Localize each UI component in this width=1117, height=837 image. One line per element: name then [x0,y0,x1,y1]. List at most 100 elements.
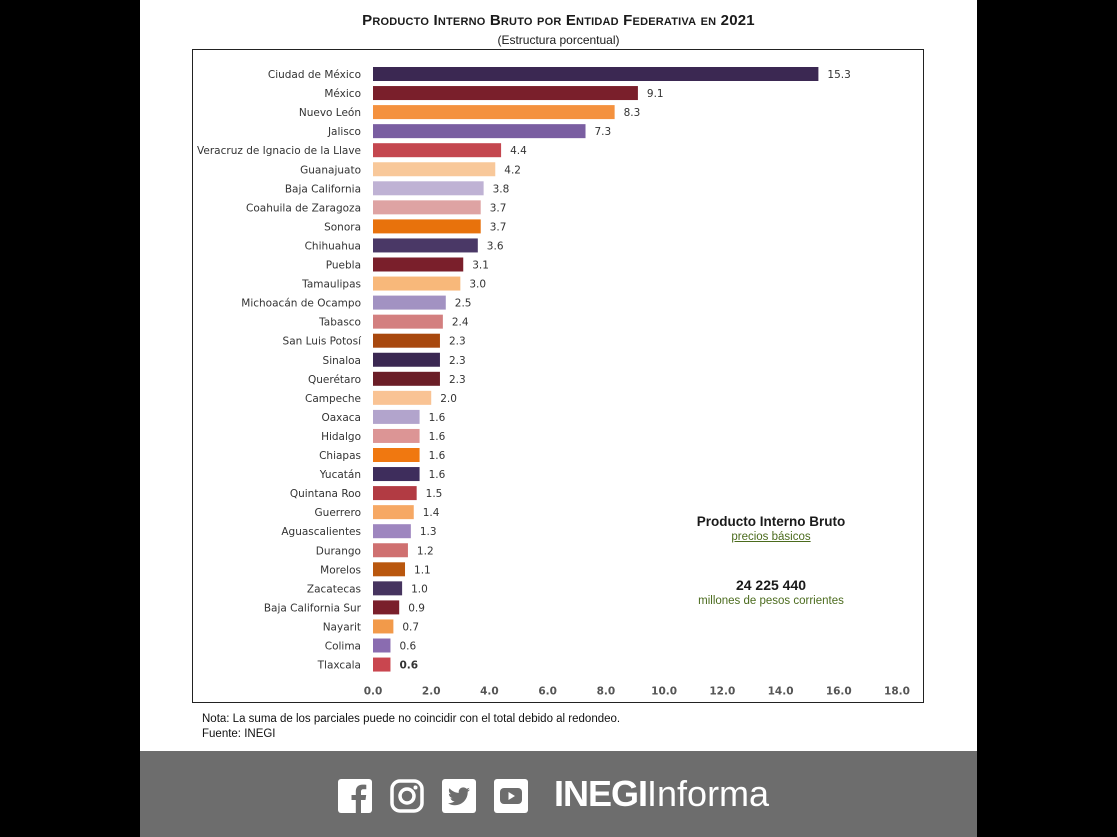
category-label: Sinaloa [323,355,361,367]
data-label: 2.3 [449,336,466,348]
category-label: Hidalgo [321,431,361,443]
data-label: 1.6 [429,412,446,424]
category-label: Yucatán [319,469,361,481]
category-label: México [324,88,361,100]
data-label: 15.3 [827,69,850,81]
bar-group: Hidalgo 1.6 [321,428,446,443]
data-label: 1.0 [411,583,428,595]
bar-group: Guerrero 1.4 [315,505,440,520]
bar-group: Jalisco 7.3 [327,124,611,139]
instagram-icon[interactable] [390,779,424,813]
bar [373,600,400,615]
bar-group: Coahuila de Zaragoza 3.7 [246,200,507,215]
chart-subtitle: (Estructura porcentual) [497,33,620,47]
bar-group: Guanajuato 4.2 [300,162,521,177]
data-label: 3.7 [490,202,507,214]
bar-group: Tlaxcala 0.6 [317,657,418,672]
data-label: 2.3 [449,374,466,386]
bar [373,486,417,501]
data-label: 3.7 [490,221,507,233]
brand-inegi: INEGI [554,773,648,814]
chart-frame: Ciudad de México 15.3 México 9.1 Nuevo León 8… [192,49,924,703]
category-label: Jalisco [327,126,361,138]
x-tick-label: 2.0 [422,686,441,698]
category-label: Tlaxcala [317,660,361,672]
data-label: 1.2 [417,545,434,557]
data-label: 1.5 [426,488,443,500]
bar-group: Tabasco 2.4 [318,314,469,329]
bar [373,543,408,558]
bar [373,238,478,253]
category-label: Guerrero [315,507,361,519]
data-label: 3.6 [487,240,504,252]
x-tick-label: 14.0 [768,686,794,698]
bar-group: Morelos 1.1 [320,562,431,577]
bar-group: Quintana Roo 1.5 [290,486,443,501]
bar-group: Aguascalientes 1.3 [281,524,437,539]
bar [373,448,420,462]
youtube-icon[interactable] [494,779,528,813]
category-label: Nuevo León [299,107,361,119]
pib-summary-title: Producto Interno Bruto [696,514,846,529]
twitter-icon[interactable] [442,779,476,813]
data-label: 0.9 [408,602,425,614]
bar [373,219,481,234]
category-label: Tabasco [318,317,361,329]
category-label: Querétaro [308,374,361,386]
bar-group: Zacatecas 1.0 [307,581,428,596]
bar [373,200,481,215]
category-label: Quintana Roo [290,488,361,500]
category-label: San Luis Potosí [283,336,363,348]
bar-group: Yucatán 1.6 [319,467,446,482]
chart-title: Producto Interno Bruto por Entidad Feder… [362,12,755,29]
bar-group: Nayarit 0.7 [323,619,419,634]
pib-summary: Producto Interno Bruto precios básicos 2… [646,514,896,607]
category-label: Chihuahua [305,240,361,252]
bar-group: Campeche 2.0 [305,390,457,405]
bar-group: Veracruz de Ignacio de la Llave 4.4 [197,143,527,158]
x-tick-label: 16.0 [826,686,852,698]
footnote: Nota: La suma de los parciales puede no … [202,712,620,742]
bar [373,105,615,120]
footer-bar: INEGIInforma [140,751,977,837]
data-label: 1.3 [420,526,437,538]
bar [373,562,406,577]
category-label: Zacatecas [307,583,361,595]
category-label: Tamaulipas [301,279,361,291]
category-label: Campeche [305,393,361,405]
bar [373,428,420,443]
data-label: 2.5 [455,298,472,310]
brand-informa: Informa [647,773,770,814]
bar [373,86,638,101]
bar [373,67,819,81]
bar [373,524,411,539]
facebook-icon[interactable] [338,779,372,813]
data-label: 1.1 [414,564,431,576]
x-tick-label: 10.0 [651,686,677,698]
bar [373,505,414,520]
bar-group: Oaxaca 1.6 [321,409,446,424]
bar [373,581,403,596]
category-label: Chiapas [319,450,361,462]
data-label: 3.0 [469,279,486,291]
infographic-page: Producto Interno Bruto por Entidad Feder… [140,0,977,837]
footnote-source: Fuente: INEGI [202,728,276,740]
pib-summary-units: millones de pesos corrientes [698,595,844,607]
category-label: Nayarit [323,621,361,633]
x-tick-label: 18.0 [884,686,910,698]
x-tick-label: 6.0 [538,686,557,698]
data-label: 3.1 [472,260,489,272]
category-label: Aguascalientes [281,526,361,538]
bar-group: Chihuahua 3.6 [305,238,504,253]
data-label: 4.2 [504,164,521,176]
bar-group: Durango 1.2 [316,543,434,558]
pib-summary-value: 24 225 440 [735,577,807,593]
category-label: Coahuila de Zaragoza [246,202,361,214]
bar-chart: Ciudad de México 15.3 México 9.1 Nuevo León 8… [197,67,910,698]
bar [373,619,394,634]
bar [373,352,440,367]
category-label: Guanajuato [300,164,361,176]
bar-group: San Luis Potosí 2.3 [283,333,466,348]
category-label: Baja California [285,183,361,195]
category-label: Colima [325,641,361,653]
